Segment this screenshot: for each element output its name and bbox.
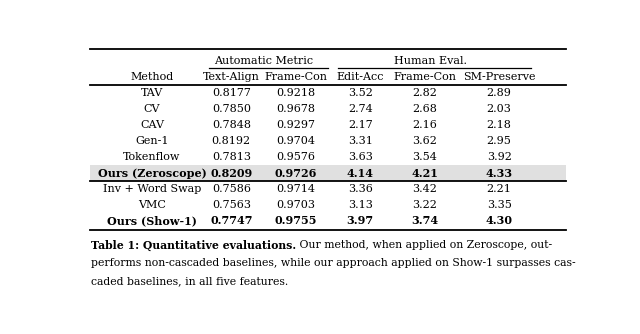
Text: 0.9678: 0.9678 (276, 104, 316, 114)
Text: CV: CV (143, 104, 160, 114)
Text: 0.7586: 0.7586 (212, 184, 251, 194)
Text: 3.62: 3.62 (412, 136, 437, 146)
Text: Edit-Acc: Edit-Acc (337, 71, 384, 81)
Text: Automatic Metric: Automatic Metric (214, 56, 313, 66)
Text: 0.8192: 0.8192 (212, 136, 251, 146)
Text: 0.8177: 0.8177 (212, 88, 251, 98)
Text: Frame-Con: Frame-Con (264, 71, 327, 81)
Text: 0.7747: 0.7747 (210, 215, 253, 226)
Text: Tokenflow: Tokenflow (124, 152, 180, 162)
Text: 0.9576: 0.9576 (276, 152, 316, 162)
Text: VMC: VMC (138, 200, 166, 210)
Text: 0.9297: 0.9297 (276, 120, 316, 130)
Text: CAV: CAV (140, 120, 164, 130)
Text: 2.21: 2.21 (486, 184, 511, 194)
Text: 4.21: 4.21 (412, 168, 438, 179)
Text: Ours (Zeroscope): Ours (Zeroscope) (97, 168, 206, 179)
Text: 4.30: 4.30 (486, 215, 513, 226)
Text: 3.63: 3.63 (348, 152, 372, 162)
Text: 2.95: 2.95 (486, 136, 511, 146)
Text: 3.54: 3.54 (412, 152, 437, 162)
Text: 2.82: 2.82 (412, 88, 437, 98)
Text: 2.03: 2.03 (486, 104, 511, 114)
Text: 0.7848: 0.7848 (212, 120, 251, 130)
Text: 0.9726: 0.9726 (275, 168, 317, 179)
Text: TAV: TAV (141, 88, 163, 98)
Text: Ours (Show-1): Ours (Show-1) (107, 215, 197, 226)
Text: 3.74: 3.74 (411, 215, 438, 226)
Text: 0.7850: 0.7850 (212, 104, 251, 114)
Text: 4.33: 4.33 (486, 168, 513, 179)
Text: 3.52: 3.52 (348, 88, 372, 98)
Text: SM-Preserve: SM-Preserve (463, 71, 536, 81)
Text: 0.9218: 0.9218 (276, 88, 316, 98)
Text: 2.17: 2.17 (348, 120, 372, 130)
Text: Frame-Con: Frame-Con (393, 71, 456, 81)
Text: 2.68: 2.68 (412, 104, 437, 114)
Text: caded baselines, in all five features.: caded baselines, in all five features. (91, 277, 288, 287)
Text: 0.7563: 0.7563 (212, 200, 251, 210)
Text: 3.13: 3.13 (348, 200, 372, 210)
FancyBboxPatch shape (90, 165, 566, 181)
Text: Our method, when applied on Zeroscope, out-: Our method, when applied on Zeroscope, o… (296, 240, 552, 249)
Text: 3.92: 3.92 (486, 152, 511, 162)
Text: 3.36: 3.36 (348, 184, 372, 194)
Text: 0.9704: 0.9704 (276, 136, 316, 146)
Text: Inv + Word Swap: Inv + Word Swap (103, 184, 201, 194)
Text: 0.9703: 0.9703 (276, 200, 316, 210)
Text: 2.74: 2.74 (348, 104, 372, 114)
Text: 4.14: 4.14 (347, 168, 374, 179)
Text: Text-Align: Text-Align (203, 71, 260, 81)
Text: Gen-1: Gen-1 (135, 136, 169, 146)
Text: 0.9714: 0.9714 (276, 184, 316, 194)
Text: performs non-cascaded baselines, while our approach applied on Show-1 surpasses : performs non-cascaded baselines, while o… (91, 258, 575, 268)
Text: Table 1: Quantitative evaluations.: Table 1: Quantitative evaluations. (91, 240, 296, 251)
Text: Human Eval.: Human Eval. (394, 56, 467, 66)
Text: 3.35: 3.35 (486, 200, 511, 210)
Text: 2.16: 2.16 (412, 120, 437, 130)
Text: 2.89: 2.89 (486, 88, 511, 98)
Text: 0.7813: 0.7813 (212, 152, 251, 162)
Text: Method: Method (131, 71, 173, 81)
Text: 3.42: 3.42 (412, 184, 437, 194)
Text: 0.8209: 0.8209 (210, 168, 252, 179)
Text: 0.9755: 0.9755 (275, 215, 317, 226)
Text: 3.31: 3.31 (348, 136, 372, 146)
Text: 3.22: 3.22 (412, 200, 437, 210)
Text: 3.97: 3.97 (347, 215, 374, 226)
Text: 2.18: 2.18 (486, 120, 511, 130)
